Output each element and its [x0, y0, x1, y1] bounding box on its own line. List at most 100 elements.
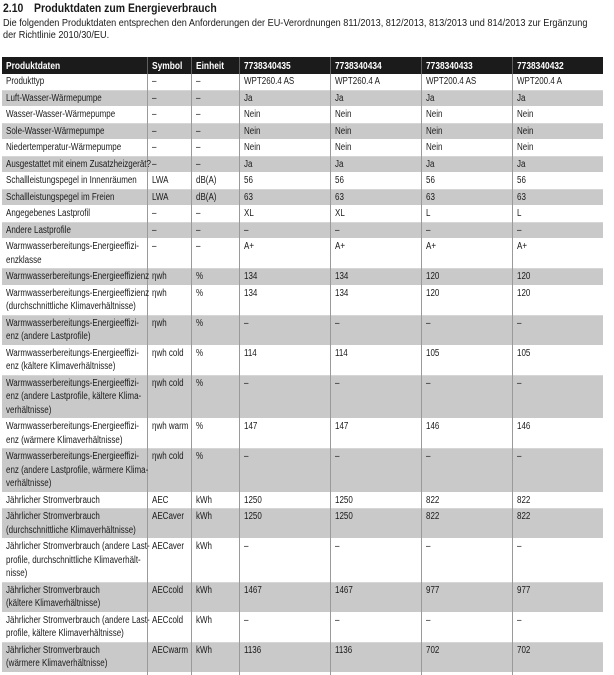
table-row: Sole-Wasser-Wärmepumpe – – Nein Nein Nein Nein — [2, 123, 603, 140]
unit-cell: % — [190, 448, 239, 492]
unit-cell: kWh — [190, 642, 239, 672]
value-cell: L — [420, 205, 512, 222]
unit-cell: kWh — [190, 582, 239, 612]
value-cell: 63 — [238, 189, 330, 206]
row-label-cell: Schallleistungspegel in Innenräumen — [6, 175, 137, 186]
value-cell: 702 — [511, 642, 603, 672]
value-cell: – — [420, 612, 512, 642]
value-cell: 702 — [420, 642, 512, 672]
value-cell: 63 — [511, 189, 603, 206]
value-cell: A+ — [329, 238, 421, 269]
value-cell: Nein — [420, 123, 512, 140]
value-cell: – — [329, 538, 421, 582]
value-cell: – — [511, 375, 603, 419]
value-cell: 56 — [238, 172, 330, 189]
value-cell: – — [238, 315, 330, 345]
value-cell: – — [420, 538, 512, 582]
row-label-cell: Warmwasserbereitungs-Energieeffizi- enz … — [6, 377, 142, 416]
table-row: Jährlicher Stromverbrauch (wärmere Klima… — [2, 642, 603, 672]
symbol-cell: – — [146, 139, 191, 156]
symbol-cell: ηwh cold — [146, 448, 191, 492]
symbol-cell: AECaver — [146, 538, 191, 582]
value-cell: 1250 — [238, 508, 330, 539]
symbol-cell: ηwh cold — [146, 375, 191, 419]
value-cell: 56 — [420, 172, 512, 189]
table-row: Luft-Wasser-Wärmepumpe – – Ja Ja Ja Ja — [2, 90, 603, 107]
value-cell: 822 — [511, 508, 603, 539]
symbol-cell: ηwh — [146, 268, 191, 285]
symbol-cell: ηwh warm — [146, 418, 191, 449]
symbol-cell: LWA — [146, 189, 191, 206]
row-label-cell: Produkttyp — [6, 76, 45, 87]
value-cell: 146 — [511, 418, 603, 449]
column-header-article-3: 7738340433 — [420, 57, 512, 74]
value-cell: Nein — [511, 139, 603, 156]
unit-cell: – — [190, 222, 239, 239]
value-cell: Ja — [511, 90, 603, 107]
table-row: Jährlicher Stromverbrauch (durchschnittl… — [2, 508, 603, 539]
symbol-cell: – — [146, 106, 191, 123]
row-label-cell: Niedertemperatur-Wärmepumpe — [6, 142, 122, 153]
table-row: Warmwasserbereitungs-Energieeffizienz ηwh… — [2, 268, 603, 285]
unit-cell: % — [190, 285, 239, 315]
unit-cell: – — [190, 123, 239, 140]
value-cell: 114 — [329, 345, 421, 375]
value-cell: – — [511, 448, 603, 492]
value-cell: 134 — [238, 268, 330, 285]
value-cell: 114 — [238, 345, 330, 375]
row-label-cell: Andere Lastprofile — [6, 224, 71, 236]
column-header-article-4: 7738340432 — [511, 57, 603, 74]
value-cell: 1467 — [238, 582, 330, 612]
value-cell: – — [329, 612, 421, 642]
value-cell: 134 — [329, 268, 421, 285]
row-label-cell: Jährlicher Stromverbrauch (wärmere Klima… — [6, 644, 108, 670]
value-cell: – — [238, 538, 330, 582]
unit-cell: kWh — [190, 612, 239, 642]
value-cell: 977 — [511, 582, 603, 612]
value-cell: – — [238, 375, 330, 419]
table-row: Warmwasserbereitungs-Energieeffizi- enz … — [2, 448, 603, 492]
value-cell: Ja — [329, 90, 421, 107]
value-cell: 105 — [511, 345, 603, 375]
column-header-symbol: Symbol — [146, 57, 191, 74]
value-cell: Ja — [420, 156, 512, 173]
section-title: Produktdaten zum Energieverbrauch — [34, 1, 217, 15]
section-heading: 2.10 Produktdaten zum Energieverbrauch — [3, 2, 614, 15]
column-header-article-2: 7738340434 — [329, 57, 421, 74]
row-label-cell: Schallleistungspegel im Freien — [6, 191, 115, 203]
symbol-cell: – — [146, 156, 191, 173]
row-label-cell: Warmwasserbereitungs-Energieeffizi- enz … — [6, 451, 149, 489]
value-cell: 1467 — [329, 582, 421, 612]
unit-cell: dB(A) — [190, 172, 239, 189]
table-row: Warmwasserbereitungs-Energieeffizi- enzk… — [2, 238, 603, 269]
value-cell: 105 — [420, 345, 512, 375]
table-row: Jährlicher Stromverbrauch (andere Last- … — [2, 612, 603, 642]
value-cell: 1136 — [329, 642, 421, 672]
symbol-cell: ηwh — [146, 315, 191, 345]
table-row: Jährlicher Stromverbrauch (andere Last- … — [2, 538, 603, 582]
unit-cell: kWh — [190, 492, 239, 509]
table-row: Wasser-Wasser-Wärmepumpe – – Nein Nein Nein Ne… — [2, 106, 603, 123]
unit-cell: kWh — [190, 538, 239, 582]
value-cell: 56 — [511, 172, 603, 189]
value-cell: – — [238, 612, 330, 642]
value-cell: Ja — [511, 156, 603, 173]
row-label-cell: Warmwasserbereitungs-Energieeffizienz — [6, 271, 150, 282]
column-header-einheit: Einheit — [190, 57, 239, 74]
value-cell: Nein — [420, 106, 512, 123]
row-label-cell: Warmwasserbereitungs-Energieeffizienz (d… — [6, 287, 150, 313]
value-cell: 1250 — [329, 508, 421, 539]
row-label-cell: Wasser-Wasser-Wärmepumpe — [6, 109, 116, 120]
value-cell: Ja — [420, 90, 512, 107]
unit-cell: – — [190, 238, 239, 269]
value-cell: 63 — [329, 189, 421, 206]
table-row: Schallleistungspegel im Freien LWA dB(A) 63… — [2, 189, 603, 206]
value-cell: – — [329, 375, 421, 419]
value-cell: Nein — [238, 106, 330, 123]
value-cell: Nein — [238, 123, 330, 140]
product-data-table: Produktdaten Symbol Einheit 7738340435 7… — [2, 57, 603, 675]
unit-cell: – — [190, 74, 239, 90]
value-cell: – — [329, 222, 421, 239]
value-cell: – — [420, 222, 512, 239]
